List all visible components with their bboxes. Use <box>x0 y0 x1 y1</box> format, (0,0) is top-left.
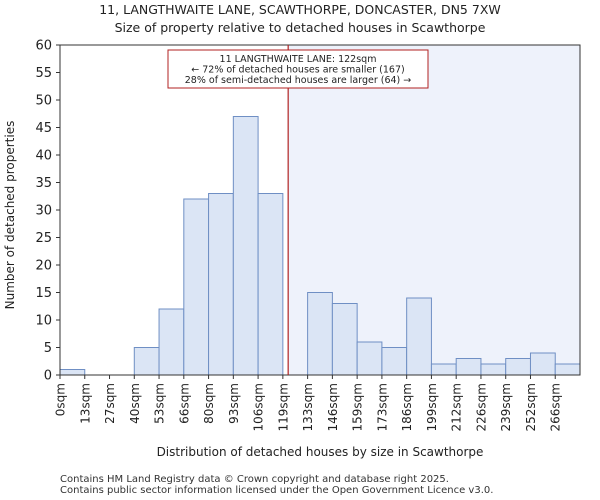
histogram-bar <box>331 303 358 376</box>
histogram-bar <box>406 297 432 376</box>
x-tick-label: 173sqm <box>375 383 389 431</box>
x-tick-label: 159sqm <box>351 383 365 431</box>
x-tick-label: 53sqm <box>153 383 167 424</box>
histogram-bar <box>554 363 581 376</box>
y-tick-label: 50 <box>35 94 52 109</box>
x-tick-label: 133sqm <box>301 383 315 431</box>
histogram-bar <box>480 363 507 376</box>
y-tick-label: 15 <box>35 286 52 301</box>
y-tick-label: 35 <box>35 176 52 191</box>
y-tick-label: 30 <box>35 204 52 219</box>
histogram-bar <box>208 193 234 376</box>
annotation-box <box>167 49 429 89</box>
y-tick-label: 60 <box>35 39 52 54</box>
x-tick-label: 266sqm <box>549 383 563 431</box>
histogram-bar <box>455 358 482 376</box>
footer-copyright: Contains HM Land Registry data © Crown c… <box>60 474 449 485</box>
histogram-bar <box>307 292 333 376</box>
histogram-bar <box>257 193 284 376</box>
x-tick-label: 106sqm <box>252 383 266 431</box>
y-tick-label: 5 <box>44 341 52 356</box>
x-tick-label: 226sqm <box>474 383 488 431</box>
x-tick-label: 119sqm <box>276 383 290 431</box>
histogram-bar <box>158 308 185 376</box>
y-tick-label: 45 <box>35 121 52 136</box>
histogram-bar <box>529 352 556 376</box>
x-tick-label: 186sqm <box>400 383 414 431</box>
y-tick-label: 55 <box>35 66 52 81</box>
x-tick-label: 13sqm <box>78 383 92 424</box>
x-tick-label: 80sqm <box>202 383 216 424</box>
x-tick-label: 40sqm <box>128 383 142 424</box>
histogram-bar <box>381 347 408 376</box>
x-tick-label: 27sqm <box>103 383 117 424</box>
chart-title: 11, LANGTHWAITE LANE, SCAWTHORPE, DONCAS… <box>99 2 501 17</box>
histogram-bar <box>505 358 531 376</box>
y-tick-label: 0 <box>44 369 52 384</box>
annotation-line: ← 72% of detached houses are smaller (16… <box>191 65 404 76</box>
histogram-bar <box>356 341 383 376</box>
y-tick-label: 20 <box>35 259 52 274</box>
x-tick-label: 66sqm <box>177 383 191 424</box>
histogram-bar <box>232 116 259 376</box>
x-tick-label: 252sqm <box>524 383 538 431</box>
x-axis-label: Distribution of detached houses by size … <box>157 445 484 459</box>
x-tick-label: 93sqm <box>227 383 241 424</box>
x-tick-label: 146sqm <box>326 383 340 431</box>
chart-subtitle: Size of property relative to detached ho… <box>115 20 486 35</box>
histogram-bar <box>133 347 160 376</box>
x-tick-label: 199sqm <box>425 383 439 431</box>
y-tick-label: 25 <box>35 231 52 246</box>
annotation-line: 28% of semi-detached houses are larger (… <box>185 75 412 86</box>
histogram-bar <box>430 363 457 376</box>
histogram-bar <box>183 198 210 376</box>
y-tick-label: 10 <box>35 314 52 329</box>
x-tick-label: 212sqm <box>450 383 464 431</box>
x-tick-label: 0sqm <box>54 383 68 416</box>
x-tick-label: 239sqm <box>499 383 513 431</box>
annotation-line: 11 LANGTHWAITE LANE: 122sqm <box>220 54 377 65</box>
footer-licence: Contains public sector information licen… <box>60 485 494 496</box>
histogram-bar <box>59 369 86 376</box>
y-axis-label: Number of detached properties <box>3 121 17 310</box>
y-tick-label: 40 <box>35 149 52 164</box>
